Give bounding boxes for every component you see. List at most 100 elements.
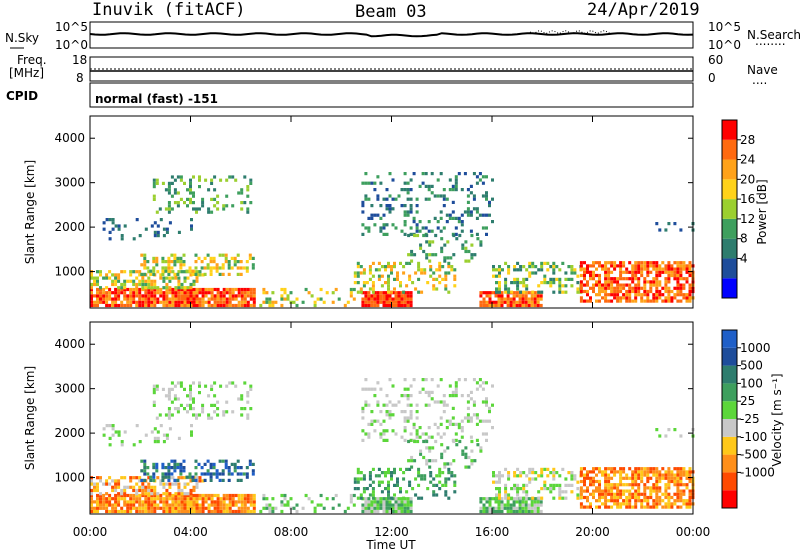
power-cell	[521, 294, 525, 298]
velocity-cell	[90, 482, 93, 486]
power-cell	[222, 294, 226, 298]
velocity-cell	[409, 403, 413, 407]
velocity-cell	[481, 381, 485, 385]
velocity-cell	[583, 473, 586, 477]
power-cell	[607, 283, 611, 287]
velocity-cell	[194, 459, 198, 463]
velocity-cell	[418, 390, 422, 394]
power-cell	[631, 264, 635, 268]
power-cell	[552, 271, 556, 275]
velocity-cell	[619, 470, 623, 474]
power-cell	[280, 297, 284, 301]
power-cell	[204, 178, 208, 182]
velocity-cell	[579, 473, 583, 477]
velocity-cell	[527, 497, 531, 501]
velocity-cell	[349, 497, 353, 501]
power-cell	[646, 296, 650, 300]
power-cell	[673, 222, 677, 226]
power-cell	[537, 290, 541, 294]
velocity-cell	[206, 469, 210, 473]
power-cell	[376, 297, 380, 301]
power-cell	[481, 226, 485, 230]
power-cell	[424, 172, 428, 176]
velocity-cell	[182, 459, 186, 463]
power-cell	[165, 303, 169, 308]
velocity-cell	[138, 509, 142, 514]
velocity-cell	[183, 407, 186, 411]
power-cell	[646, 267, 650, 271]
power-cell	[152, 178, 156, 182]
velocity-cell	[138, 479, 142, 483]
power-cell	[364, 294, 368, 298]
power-cell	[637, 264, 641, 268]
velocity-cell	[207, 503, 211, 507]
power-cell	[393, 277, 396, 281]
power-cell	[586, 289, 589, 294]
power-cell	[640, 261, 644, 265]
velocity-cell	[236, 466, 240, 470]
power-cell	[198, 300, 202, 304]
velocity-cell	[417, 474, 421, 478]
power-cell	[227, 263, 231, 267]
velocity-cell	[425, 439, 429, 444]
power-cell	[604, 286, 608, 290]
velocity-cell	[579, 502, 583, 506]
velocity-cell	[185, 475, 189, 479]
velocity-cell	[143, 466, 147, 470]
power-cell	[453, 274, 457, 278]
power-cell	[646, 293, 650, 297]
power-cell	[539, 303, 543, 308]
power-cell	[207, 297, 211, 301]
velocity-cell	[452, 439, 456, 444]
velocity-cell	[406, 387, 410, 391]
power-cell	[515, 294, 519, 298]
velocity-cell	[530, 500, 534, 504]
power-cell	[424, 226, 428, 230]
velocity-cell	[676, 470, 680, 474]
power-cell	[105, 294, 109, 298]
power-cell	[114, 282, 118, 287]
power-cell	[242, 266, 246, 270]
power-cell	[147, 291, 151, 295]
power-cell	[111, 297, 115, 301]
power-cell	[96, 279, 99, 283]
power-cell	[664, 280, 668, 284]
velocity-cell	[679, 495, 683, 500]
velocity-cell	[179, 384, 183, 388]
velocity-cell	[531, 471, 535, 475]
power-cell	[177, 276, 181, 280]
velocity-cell	[371, 496, 375, 500]
velocity-cell	[183, 506, 187, 510]
velocity-cell	[246, 506, 250, 510]
power-cell	[144, 227, 148, 231]
velocity-cell	[147, 506, 151, 510]
velocity-cell	[280, 500, 284, 504]
power-cell	[685, 299, 689, 303]
power-cell	[373, 188, 377, 192]
power-cell	[688, 283, 692, 287]
power-cell	[679, 286, 683, 290]
power-cell	[99, 270, 102, 274]
velocity-cell	[516, 467, 520, 471]
power-cell	[183, 181, 186, 185]
power-cell	[393, 265, 396, 269]
power-cell	[676, 267, 680, 271]
power-cell	[573, 268, 577, 272]
velocity-cell	[652, 505, 656, 509]
power-cell	[531, 290, 535, 294]
velocity-cell	[649, 486, 653, 490]
velocity-cell	[607, 483, 611, 487]
power-cell	[144, 291, 148, 295]
velocity-cell	[126, 500, 130, 504]
power-cell	[114, 287, 118, 292]
velocity-cell	[201, 410, 205, 414]
velocity-cell	[497, 500, 501, 504]
velocity-cell	[516, 483, 520, 487]
velocity-cell	[634, 473, 638, 477]
power-cell	[451, 216, 455, 220]
velocity-cell	[539, 509, 543, 514]
velocity-cell	[442, 410, 446, 414]
velocity-cell	[420, 477, 424, 481]
power-cell	[688, 273, 692, 278]
velocity-cell	[286, 500, 290, 504]
